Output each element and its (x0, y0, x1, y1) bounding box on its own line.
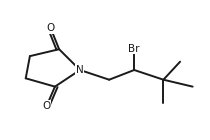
Text: N: N (76, 65, 84, 75)
Text: Br: Br (129, 44, 140, 53)
Text: O: O (42, 101, 51, 111)
Text: O: O (47, 23, 55, 33)
